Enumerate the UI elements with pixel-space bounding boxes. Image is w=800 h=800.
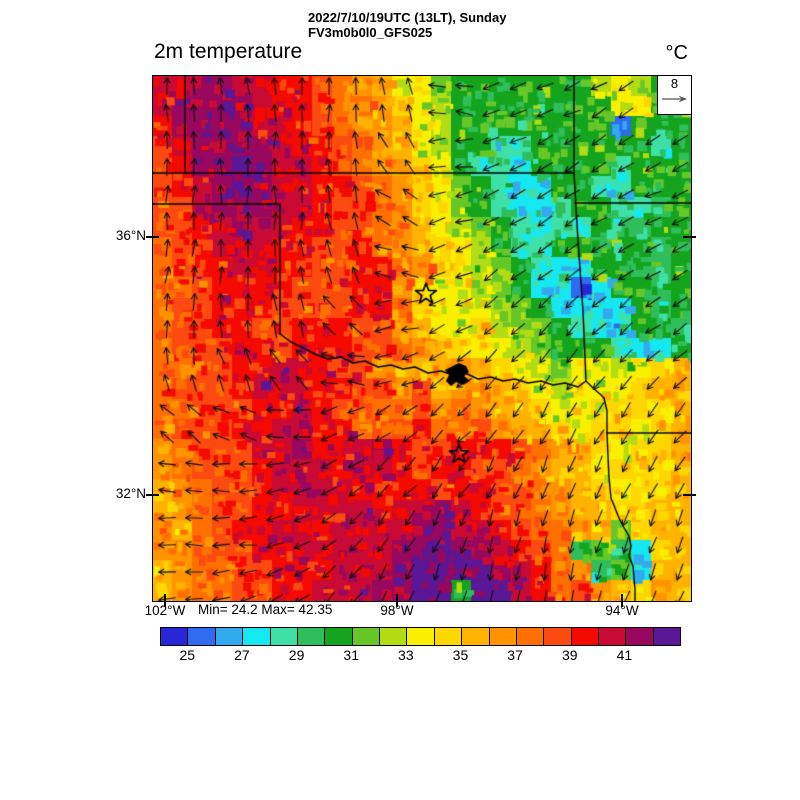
plot-title: 2m temperature [154,40,303,63]
colorbar-segment [243,628,271,645]
colorbar-segment [516,628,545,645]
colorbar-segment [599,628,627,645]
colorbar-segment [407,628,435,645]
x-axis-tick-mark [164,594,166,607]
colorbar [160,627,681,646]
colorbar-segment [270,628,298,645]
x-axis-tick-mark [621,594,623,607]
y-axis-tick-mark [683,494,696,496]
colorbar-tick-label: 37 [507,647,523,663]
y-axis-tick-label: 36°N [115,228,146,243]
colorbar-segment [544,628,572,645]
x-axis-tick-label: 94°W [605,603,639,618]
y-axis-tick-mark [683,236,696,238]
map-panel: 8 [152,75,692,602]
colorbar-tick-label: 25 [179,647,196,663]
units-label: °C [665,42,688,64]
wind-reference-value: 8 [670,76,679,91]
x-axis-tick-label: 98°W [380,603,414,618]
temperature-field-canvas [153,76,691,601]
model-name: FV3m0b0l0_GFS025 [308,25,433,40]
colorbar-tick-label: 35 [452,647,469,663]
colorbar-tick-label: 39 [561,647,578,663]
colorbar-tick-label: 41 [616,647,633,663]
minmax-stats: Min= 24.2 Max= 42.35 [198,602,333,617]
colorbar-segment [325,628,353,645]
colorbar-segment [653,628,681,645]
colorbar-segment [188,628,216,645]
colorbar-segment [571,628,599,645]
colorbar-tick-label: 31 [343,647,359,663]
colorbar-segment [352,628,380,645]
colorbar-segment [161,628,189,645]
y-axis-tick-mark [146,494,159,496]
x-axis-tick-label: 102°W [144,603,186,618]
y-axis-tick-mark [146,236,159,238]
colorbar-tick-label: 33 [398,647,414,663]
valid-time-title: 2022/7/10/19UTC (13LT), Sunday [308,10,507,25]
x-axis-tick-mark [396,594,398,607]
colorbar-segment [489,628,517,645]
colorbar-segment [215,628,244,645]
colorbar-tick-label: 27 [234,647,250,663]
wind-reference-box: 8 [657,76,691,115]
colorbar-segment [434,628,463,645]
colorbar-segment [297,628,326,645]
colorbar-tick-label: 29 [288,647,305,663]
y-axis-tick-label: 32°N [115,486,146,501]
wind-reference-arrow-icon [662,95,687,103]
colorbar-segment [626,628,654,645]
colorbar-segment [380,628,408,645]
colorbar-segment [462,628,490,645]
